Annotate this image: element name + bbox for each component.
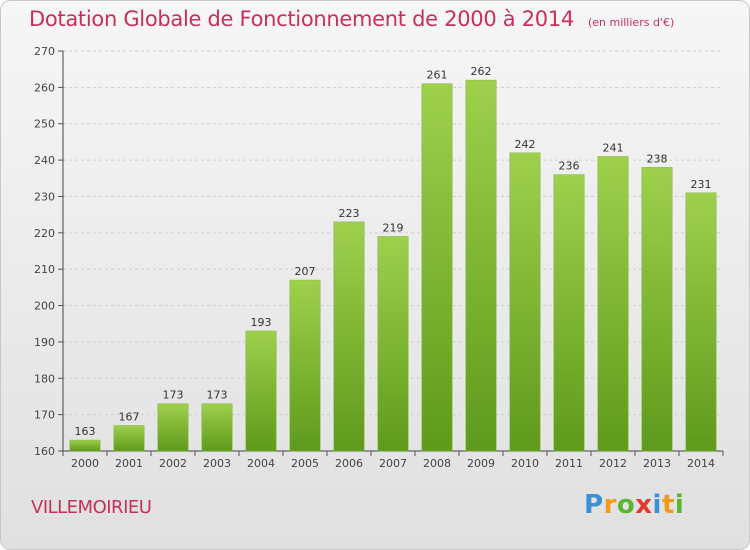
x-tick-label: 2007 (379, 457, 407, 470)
y-tick-label: 160 (34, 445, 55, 458)
bar-2003 (201, 403, 233, 452)
y-tick-label: 170 (34, 409, 55, 422)
bar-2002 (157, 403, 189, 452)
bar-2014 (685, 192, 717, 452)
x-tick-label: 2006 (335, 457, 363, 470)
x-tick-label: 2008 (423, 457, 451, 470)
data-label: 223 (339, 207, 360, 220)
x-tick-label: 2014 (687, 457, 715, 470)
x-tick-label: 2004 (247, 457, 275, 470)
bar-2008 (421, 83, 453, 452)
data-label: 261 (427, 69, 448, 82)
logo-letter: P (584, 490, 604, 520)
x-tick-label: 2010 (511, 457, 539, 470)
data-label: 207 (295, 265, 316, 278)
logo-letter: t (661, 490, 675, 520)
logo-letter: i (652, 490, 662, 520)
bars (69, 79, 717, 452)
data-label: 163 (75, 425, 96, 438)
y-tick-label: 180 (34, 372, 55, 385)
chart-title: Dotation Globale de Fonctionnement de 20… (29, 7, 674, 31)
y-tick-label: 190 (34, 336, 55, 349)
proxiti-logo: Proxiti (584, 490, 684, 520)
bar-2001 (113, 425, 145, 452)
y-tick-label: 230 (34, 190, 55, 203)
x-tick-label: 2011 (555, 457, 583, 470)
x-tick-label: 2012 (599, 457, 627, 470)
x-tick-label: 2005 (291, 457, 319, 470)
y-tick-label: 210 (34, 263, 55, 276)
data-label: 173 (163, 389, 184, 402)
logo-letter: o (616, 490, 636, 520)
data-label: 238 (647, 152, 668, 165)
bar-2009 (465, 79, 497, 452)
logo-letter: i (674, 490, 685, 520)
x-tick-label: 2013 (643, 457, 671, 470)
logo-letter: r (603, 490, 617, 520)
x-tick-label: 2003 (203, 457, 231, 470)
x-tick-label: 2001 (115, 457, 143, 470)
bar-2013 (641, 167, 673, 452)
axes: 160 170 180 190 200 210 220 230 240 250 260 270 2000… (34, 45, 724, 470)
y-tick-label: 240 (34, 154, 55, 167)
bar-2004 (245, 330, 277, 452)
data-label: 242 (515, 138, 536, 151)
logo-letter: x (635, 490, 653, 520)
y-tick-label: 270 (34, 45, 55, 58)
x-tick-label: 2002 (159, 457, 187, 470)
y-tick-label: 220 (34, 227, 55, 240)
bar-2000 (69, 439, 101, 452)
data-label: 193 (251, 316, 272, 329)
chart-title-text: Dotation Globale de Fonctionnement de 20… (29, 7, 574, 31)
bar-2007 (377, 236, 409, 452)
data-label: 167 (119, 411, 140, 424)
bar-2011 (553, 174, 585, 452)
y-tick-label: 200 (34, 300, 55, 313)
x-tick-label: 2009 (467, 457, 495, 470)
bar-2005 (289, 279, 321, 452)
data-label: 262 (471, 65, 492, 78)
x-tick-label: 2000 (71, 457, 99, 470)
y-tick-label: 260 (34, 81, 55, 94)
data-label: 231 (691, 178, 712, 191)
data-label: 219 (383, 221, 404, 234)
bar-2006 (333, 221, 365, 452)
commune-name: VILLEMOIRIEU (31, 497, 152, 518)
bar-2010 (509, 152, 541, 452)
chart-unit: (en milliers d'€) (587, 16, 675, 29)
data-label: 173 (207, 389, 228, 402)
bar-2012 (597, 156, 629, 452)
data-label: 241 (603, 141, 624, 154)
data-label: 236 (559, 160, 580, 173)
data-labels: 163 167 173 173 193 207 223 219 261 262 242 236 241 2… (75, 65, 712, 438)
y-tick-label: 250 (34, 118, 55, 131)
